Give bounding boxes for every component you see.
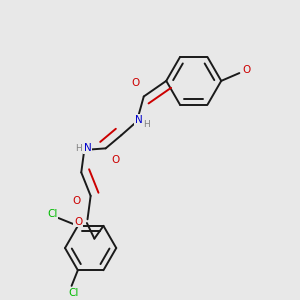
Text: Cl: Cl [68, 288, 78, 298]
Text: H: H [75, 144, 82, 153]
Text: N: N [135, 115, 142, 125]
Text: O: O [131, 78, 139, 88]
Text: O: O [112, 155, 120, 165]
Text: H: H [143, 120, 150, 129]
Text: O: O [73, 196, 81, 206]
Text: O: O [242, 65, 250, 75]
Text: O: O [74, 217, 82, 227]
Text: N: N [84, 143, 92, 153]
Text: Cl: Cl [47, 209, 57, 219]
